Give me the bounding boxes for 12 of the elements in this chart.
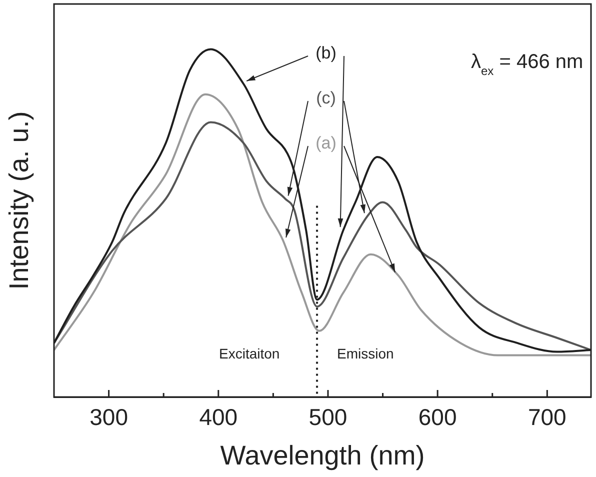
annotation: Excitaiton — [219, 346, 280, 362]
text: (a) — [316, 134, 336, 153]
x-tick-label: 300 — [90, 404, 128, 430]
annotation: Emission — [337, 346, 394, 362]
text: (c) — [316, 88, 336, 108]
x-tick-label: 500 — [308, 404, 348, 430]
x-tick-label: 700 — [528, 404, 566, 430]
x-axis-title: Wavelength (nm) — [220, 440, 425, 470]
text: (b) — [316, 44, 336, 63]
x-tick-label: 600 — [418, 404, 457, 430]
y-axis-title: Intensity (a. u.) — [4, 111, 34, 290]
x-tick-label: 400 — [199, 404, 238, 430]
